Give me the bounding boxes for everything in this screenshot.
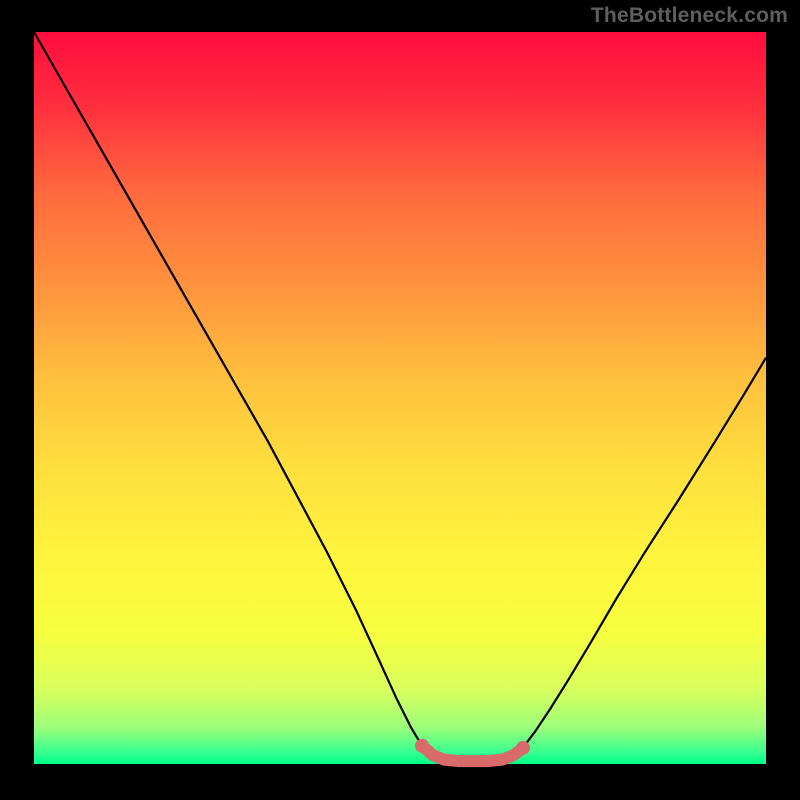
- trough-endpoint-dot: [516, 741, 530, 755]
- plot-background: [34, 32, 766, 764]
- watermark-text: TheBottleneck.com: [591, 4, 788, 28]
- bottleneck-chart: [0, 0, 800, 800]
- trough-endpoint-dot: [415, 739, 429, 753]
- chart-container: TheBottleneck.com: [0, 0, 800, 800]
